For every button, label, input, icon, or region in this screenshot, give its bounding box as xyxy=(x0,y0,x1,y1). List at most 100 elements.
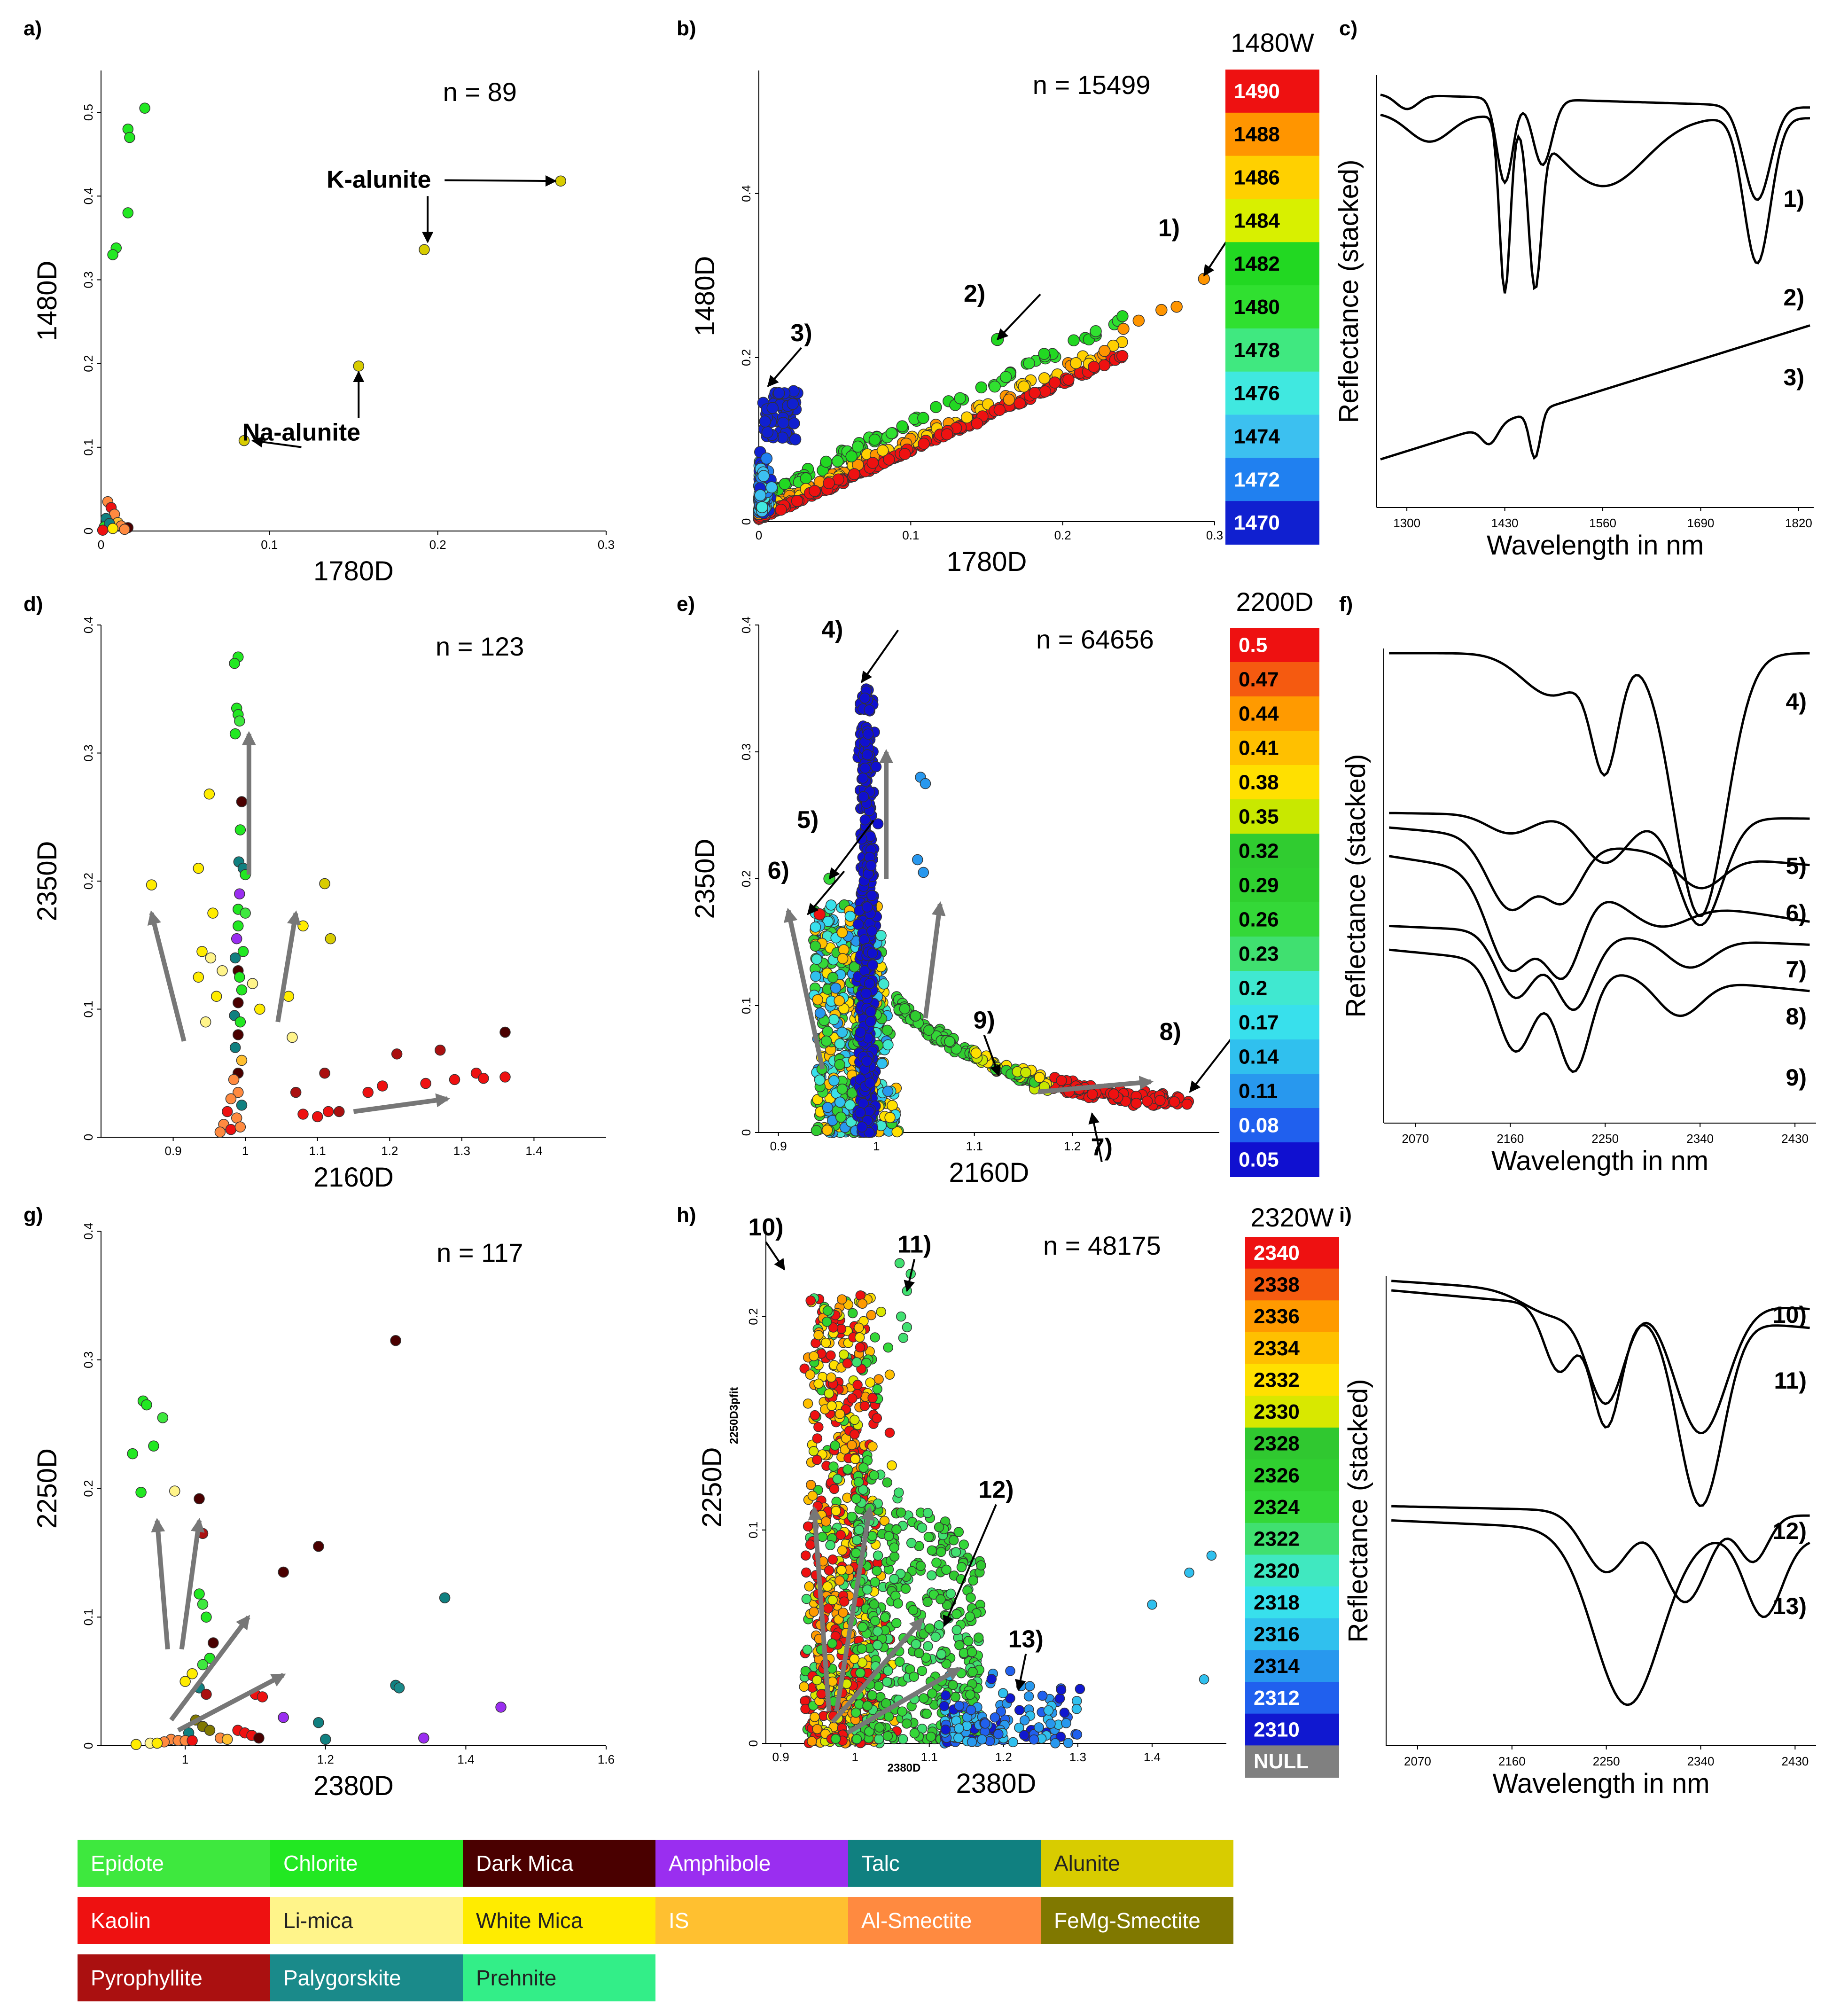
data-point xyxy=(196,946,208,957)
panel-letter: i) xyxy=(1339,1203,1352,1226)
data-point xyxy=(800,472,812,484)
data-point xyxy=(836,1565,847,1576)
colorbar-value: 2310 xyxy=(1254,1718,1300,1742)
data-point xyxy=(135,1486,147,1498)
data-point xyxy=(820,1337,831,1348)
data-point xyxy=(837,1294,847,1304)
data-point xyxy=(861,1055,873,1067)
data-point xyxy=(821,1516,831,1527)
data-point xyxy=(959,1539,969,1550)
data-point xyxy=(951,1547,961,1557)
data-point xyxy=(817,1531,828,1542)
data-point xyxy=(855,1026,866,1038)
data-point xyxy=(1132,314,1145,327)
data-point xyxy=(900,1584,911,1594)
data-point xyxy=(1034,1072,1045,1083)
colorbar-swatch xyxy=(1230,628,1319,663)
x-axis-title: 1780D xyxy=(947,547,1027,577)
y-tick-label: 0.2 xyxy=(739,349,753,366)
y-axis-title: 2350D xyxy=(32,841,62,922)
data-point xyxy=(1029,387,1041,399)
colorbar-value: 0.32 xyxy=(1239,840,1279,863)
colorbar-value: 2328 xyxy=(1254,1432,1300,1455)
panel-a: a) 0 0.1 0.2 0.3 0 0.1 0.2 0.3 0.4 0.5 1780D 1480D K-… xyxy=(23,17,615,586)
x-tick-label: 0.1 xyxy=(261,538,278,552)
data-point xyxy=(848,468,860,480)
colorbar-value: 1488 xyxy=(1234,123,1280,146)
data-point xyxy=(1019,1730,1029,1741)
x-tick-label: 1300 xyxy=(1393,516,1420,530)
data-point xyxy=(233,920,244,932)
data-point xyxy=(920,778,931,789)
legend-label: Prehnite xyxy=(476,1966,556,1990)
data-point xyxy=(893,1598,903,1609)
legend-item: Al-Smectite xyxy=(848,1897,1041,1944)
data-point xyxy=(869,1599,880,1609)
data-point xyxy=(858,1462,869,1473)
data-point xyxy=(842,1358,853,1369)
data-point xyxy=(1131,1098,1142,1109)
data-point xyxy=(1154,1095,1166,1106)
data-point xyxy=(813,1422,824,1432)
x-tick-label: 1.4 xyxy=(457,1752,474,1766)
colorbar-value: 0.08 xyxy=(1239,1114,1279,1137)
data-point xyxy=(1170,300,1183,313)
data-point xyxy=(1206,1550,1217,1561)
data-point xyxy=(855,1290,866,1301)
points-layer xyxy=(808,683,1194,1138)
data-point xyxy=(229,728,241,740)
data-point xyxy=(910,1010,921,1022)
data-point xyxy=(1184,1567,1194,1578)
data-point xyxy=(850,1707,861,1718)
data-point xyxy=(247,978,258,989)
data-point xyxy=(211,991,222,1002)
data-point xyxy=(1108,1088,1120,1100)
axes: 2070 2160 2250 2340 2430 Wavelength in nm Refl… xyxy=(1343,1276,1816,1799)
data-point xyxy=(1061,1718,1071,1728)
trend-arrow xyxy=(923,901,946,1019)
data-point xyxy=(973,1632,984,1643)
x-tick-label: 1 xyxy=(873,1139,880,1153)
data-point xyxy=(831,455,844,468)
colorbar-swatch xyxy=(1225,458,1319,502)
panel-f: f) 2070 2160 2250 2340 2430 Wavelength in nm Re… xyxy=(1339,593,1816,1176)
x-tick-label: 1.2 xyxy=(381,1144,398,1158)
data-point xyxy=(939,1701,950,1711)
data-point xyxy=(773,387,785,399)
data-point xyxy=(757,470,770,482)
data-point xyxy=(278,1712,289,1723)
data-point xyxy=(1116,350,1129,362)
y-axis-title: Reflectance (stacked) xyxy=(1341,754,1371,1018)
data-point xyxy=(849,1429,860,1440)
data-point xyxy=(808,1446,819,1456)
data-point xyxy=(1014,397,1026,409)
y-tick-label: 0.2 xyxy=(81,873,95,890)
y-tick-label: 0.4 xyxy=(739,185,753,202)
data-point xyxy=(898,1333,909,1343)
data-point xyxy=(831,1506,841,1516)
data-point xyxy=(826,1372,836,1383)
legend-label: FeMg-Smectite xyxy=(1054,1908,1201,1933)
data-point xyxy=(834,1575,845,1586)
data-point xyxy=(887,1100,898,1111)
x-axis-title: 2380D xyxy=(313,1771,394,1801)
panel-i: i) 2070 2160 2250 2340 2430 Wavelength in nm Re… xyxy=(1339,1203,1816,1799)
colorbar-swatch xyxy=(1230,765,1319,800)
data-point xyxy=(875,930,887,941)
sample-count: n = 117 xyxy=(437,1238,523,1267)
data-point xyxy=(894,1487,904,1498)
data-point xyxy=(867,1441,878,1452)
sample-count: n = 89 xyxy=(443,77,517,107)
data-point xyxy=(941,1564,951,1575)
spectrum-label: 3) xyxy=(1784,364,1804,391)
panel-letter: c) xyxy=(1339,17,1357,40)
colorbar-swatch xyxy=(1230,937,1319,971)
data-point xyxy=(967,1667,978,1677)
data-point xyxy=(238,435,250,446)
data-point xyxy=(927,1545,937,1556)
sample-count: n = 64656 xyxy=(1036,625,1154,654)
data-point xyxy=(864,704,875,716)
data-point xyxy=(1043,1705,1054,1716)
data-point xyxy=(930,401,942,414)
data-point xyxy=(881,1024,893,1036)
